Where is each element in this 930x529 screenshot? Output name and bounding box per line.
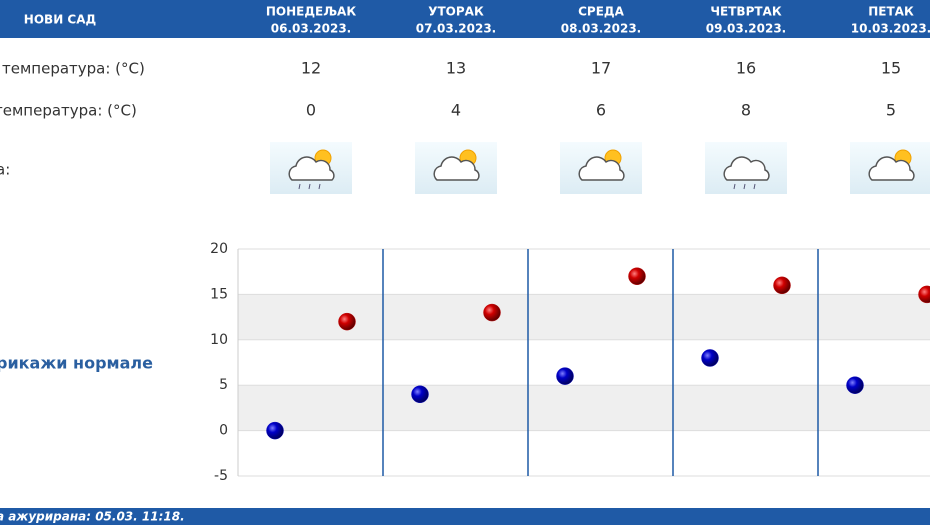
- weather-icon: [705, 142, 787, 194]
- row-label: а:: [0, 161, 10, 179]
- y-tick-label: 5: [219, 377, 228, 393]
- temperature: 6: [596, 101, 606, 120]
- day-name: ПЕТАК: [868, 5, 914, 19]
- y-tick-label: -5: [214, 468, 228, 484]
- temperature: 12: [301, 59, 321, 78]
- y-tick-label: 10: [210, 332, 228, 348]
- y-tick-label: 0: [219, 423, 228, 439]
- point: [847, 377, 864, 394]
- day-name: ПОНЕДЕЉАК: [266, 5, 357, 19]
- temperature: 8: [741, 101, 751, 120]
- day-date: 08.03.2023.: [561, 22, 641, 36]
- point: [484, 304, 501, 321]
- point: [267, 422, 284, 439]
- day-date: 10.03.2023.: [851, 22, 930, 36]
- temperature: 15: [881, 59, 901, 78]
- point: [412, 386, 429, 403]
- city: НОВИ САД: [24, 13, 96, 27]
- day-name: УТОРАК: [428, 5, 484, 19]
- point: [702, 349, 719, 366]
- normals-link[interactable]: рикажи нормале: [0, 354, 153, 373]
- row-label: температура: (°C): [2, 60, 145, 78]
- day-date: 07.03.2023.: [416, 22, 496, 36]
- weather-icon: [850, 142, 930, 194]
- weather-icon: [270, 142, 352, 194]
- weather-icon: [415, 142, 497, 194]
- temperature: 4: [451, 101, 461, 120]
- temperature: 16: [736, 59, 756, 78]
- day-date: 06.03.2023.: [271, 22, 351, 36]
- temperature: 13: [446, 59, 466, 78]
- temperature: 17: [591, 59, 611, 78]
- band: [238, 385, 930, 430]
- point: [339, 313, 356, 330]
- y-tick-label: 15: [210, 286, 228, 302]
- y-tick-label: 20: [210, 241, 228, 257]
- day-name: ЧЕТВРТАК: [710, 5, 781, 19]
- point: [774, 277, 791, 294]
- day-name: СРЕДА: [578, 5, 624, 19]
- temperature: 5: [886, 101, 896, 120]
- day-date: 09.03.2023.: [706, 22, 786, 36]
- point: [629, 268, 646, 285]
- temperature: 0: [306, 101, 316, 120]
- point: [557, 368, 574, 385]
- row-label: температура: (°C): [0, 102, 137, 120]
- weather-icon: [560, 142, 642, 194]
- footer: а ажурирана: 05.03. 11:18.: [0, 510, 185, 524]
